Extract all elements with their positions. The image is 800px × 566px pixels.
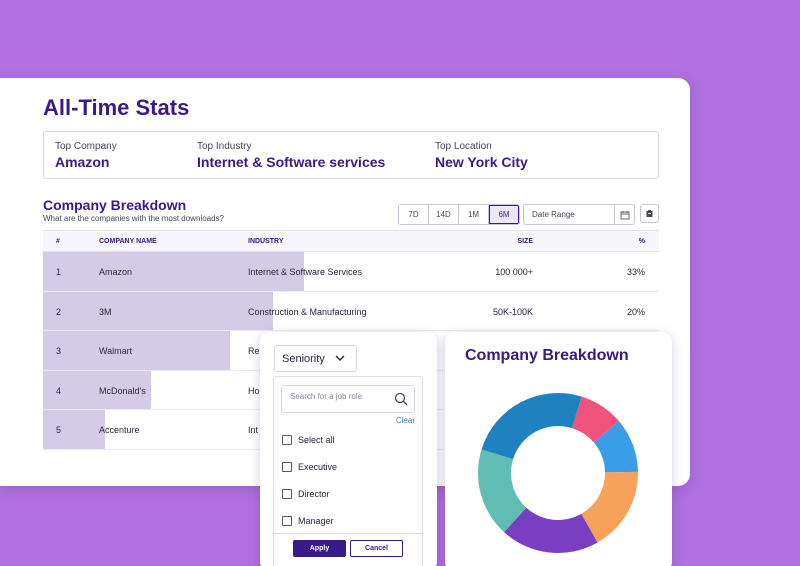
seniority-filter-card: Seniority Clear Select all Executive Dir… xyxy=(260,332,437,566)
company-breakdown-chart-card: Company Breakdown xyxy=(445,332,672,566)
summary-label: Top Company xyxy=(55,141,117,152)
option-director[interactable]: Director xyxy=(282,489,330,499)
col-header-company[interactable]: COMPANY NAME xyxy=(99,238,157,245)
time-range-selector: 7D 14D 1M 6M xyxy=(398,204,520,225)
option-label: Select all xyxy=(298,435,335,445)
col-header-industry[interactable]: INDUSTRY xyxy=(248,238,284,245)
company-name: 3M xyxy=(99,306,112,317)
export-icon[interactable] xyxy=(640,204,659,223)
table-row[interactable]: 2 3M Construction & Manufacturing 50K-10… xyxy=(43,291,659,332)
checkbox[interactable] xyxy=(282,516,292,526)
summary-panel: Top Company Amazon Top Industry Internet… xyxy=(43,131,659,179)
company-table: # COMPANY NAME INDUSTRY SIZE % 1 Amazon … xyxy=(43,230,659,450)
section-title: Company Breakdown xyxy=(43,197,187,213)
percent: 33% xyxy=(626,267,645,277)
option-label: Manager xyxy=(298,516,334,526)
industry: Internet & Software Services xyxy=(248,267,363,277)
donut-slice-2[interactable] xyxy=(593,421,638,473)
industry: Ho xyxy=(248,385,260,396)
row-number: 4 xyxy=(56,385,62,396)
filter-footer: Apply Cancel xyxy=(274,533,422,566)
share-bar xyxy=(43,331,231,370)
date-range-picker[interactable]: Date Range xyxy=(523,204,635,225)
chevron-down-icon xyxy=(335,355,345,361)
company-name: McDonald's xyxy=(99,385,146,396)
table-row[interactable]: 1 Amazon Internet & Software Services 10… xyxy=(43,252,659,292)
donut-slice-3[interactable] xyxy=(581,471,638,543)
range-1m-button[interactable]: 1M xyxy=(459,205,489,224)
row-number: 5 xyxy=(56,425,62,436)
company-name: Accenture xyxy=(99,425,140,436)
summary-top-industry: Top Industry Internet & Software service… xyxy=(197,141,385,170)
company-name: Walmart xyxy=(99,346,133,357)
chart-title: Company Breakdown xyxy=(465,347,629,364)
section-subtitle: What are the companies with the most dow… xyxy=(43,214,224,223)
checkbox[interactable] xyxy=(282,489,292,499)
col-header-number: # xyxy=(56,238,60,245)
option-select-all[interactable]: Select all xyxy=(282,435,335,445)
table-header: # COMPANY NAME INDUSTRY SIZE % xyxy=(43,230,659,252)
donut-slice-5[interactable] xyxy=(478,449,527,533)
industry: Int xyxy=(248,425,259,436)
option-manager[interactable]: Manager xyxy=(282,516,334,526)
donut-slice-6[interactable] xyxy=(481,393,582,460)
row-number: 2 xyxy=(56,306,62,317)
seniority-label: Seniority xyxy=(282,352,325,365)
option-executive[interactable]: Executive xyxy=(282,462,337,472)
clear-link[interactable]: Clear xyxy=(395,416,415,425)
summary-value: Amazon xyxy=(55,154,110,170)
donut-slice-1[interactable] xyxy=(571,396,619,443)
seniority-dropdown-menu: Clear Select all Executive Director Mana… xyxy=(273,376,423,566)
checkbox[interactable] xyxy=(282,462,292,472)
calendar-icon[interactable] xyxy=(614,205,634,224)
industry: Re xyxy=(248,346,260,357)
seniority-dropdown-button[interactable]: Seniority xyxy=(274,345,357,372)
option-label: Director xyxy=(298,489,330,499)
range-14d-button[interactable]: 14D xyxy=(429,205,459,224)
share-bar xyxy=(43,370,151,410)
checkbox[interactable] xyxy=(282,435,292,445)
share-bar xyxy=(43,291,273,331)
share-bar xyxy=(43,252,304,291)
company-name: Amazon xyxy=(99,267,133,277)
apply-button[interactable]: Apply xyxy=(293,540,346,557)
summary-top-location: Top Location New York City xyxy=(435,141,528,170)
search-icon[interactable] xyxy=(394,392,408,406)
summary-value: Internet & Software services xyxy=(197,154,386,170)
summary-label: Top Industry xyxy=(197,141,252,152)
summary-value: New York City xyxy=(435,154,528,170)
percent: 20% xyxy=(626,306,645,317)
job-role-search-input[interactable] xyxy=(290,392,390,401)
col-header-size[interactable]: SIZE xyxy=(517,238,533,245)
size: 50K-100K xyxy=(492,306,533,317)
col-header-percent[interactable]: % xyxy=(638,238,645,245)
size: 100 000+ xyxy=(495,267,533,277)
date-range-placeholder: Date Range xyxy=(532,210,575,219)
row-number: 1 xyxy=(56,267,62,277)
cancel-button[interactable]: Cancel xyxy=(350,540,403,557)
page-title: All-Time Stats xyxy=(43,95,190,120)
donut-slice-4[interactable] xyxy=(504,507,598,553)
industry: Construction & Manufacturing xyxy=(248,306,367,317)
range-7d-button[interactable]: 7D xyxy=(399,205,429,224)
range-6m-button[interactable]: 6M xyxy=(489,205,519,224)
donut-chart xyxy=(478,393,638,553)
row-number: 3 xyxy=(56,346,62,357)
summary-label: Top Location xyxy=(435,141,492,152)
option-label: Executive xyxy=(298,462,338,472)
summary-top-company: Top Company Amazon xyxy=(55,141,117,170)
share-bar xyxy=(43,410,105,449)
job-role-search[interactable] xyxy=(281,385,415,413)
